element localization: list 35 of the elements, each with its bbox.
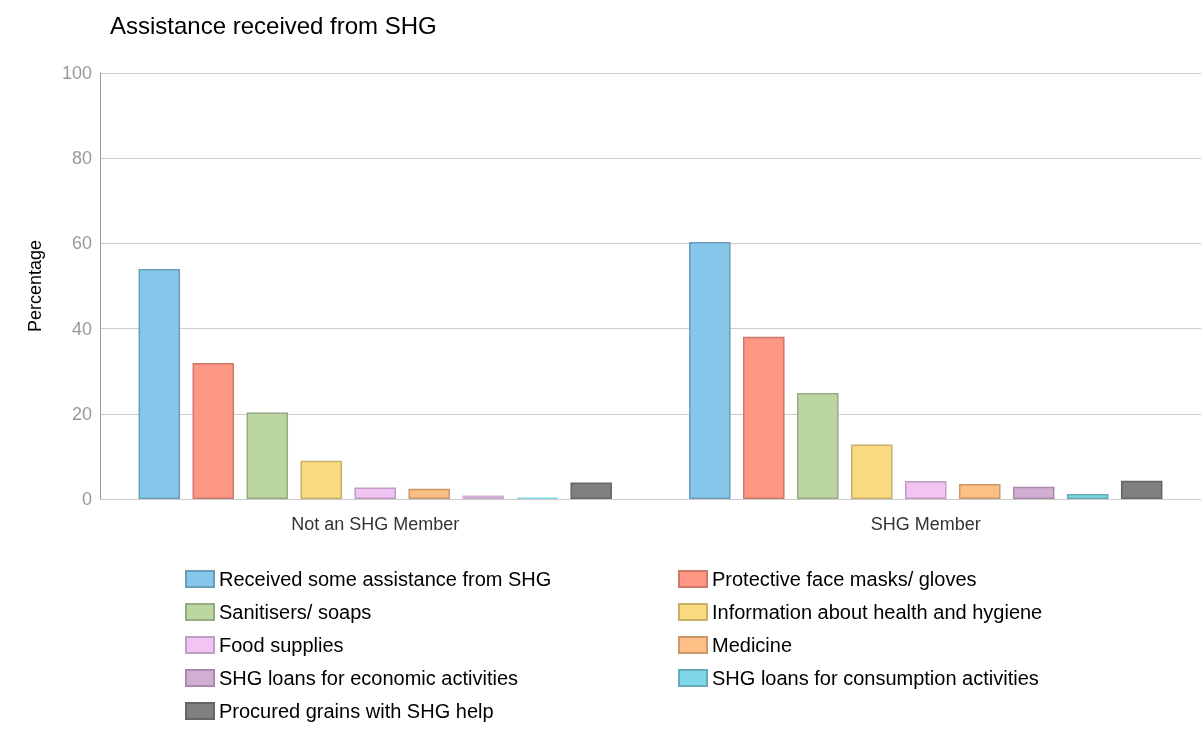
- bar: [743, 336, 785, 499]
- x-tick-label: SHG Member: [870, 514, 981, 534]
- bar: [570, 482, 612, 499]
- legend-label: Medicine: [712, 634, 793, 656]
- chart-title: Assistance received from SHG: [110, 11, 437, 39]
- legend-label: Food supplies: [219, 634, 344, 656]
- bar: [1066, 493, 1109, 499]
- y-tick-label: 20: [71, 403, 92, 424]
- legend-label: Information about health and hygiene: [712, 601, 1043, 623]
- legend-label: SHG loans for consumption activities: [712, 667, 1039, 689]
- bar: [797, 392, 839, 499]
- bar: [904, 481, 947, 499]
- y-tick-label: 80: [71, 148, 92, 169]
- y-axis-title: Percentage: [25, 239, 45, 333]
- y-tick-label: 60: [71, 233, 92, 254]
- bar: [1120, 480, 1163, 499]
- legend-label: Protective face masks/ gloves: [712, 568, 977, 590]
- legend-label: Received some assistance from SHG: [219, 568, 552, 590]
- legend-label: Sanitisers/ soaps: [219, 601, 372, 623]
- bar: [851, 444, 893, 499]
- bar: [689, 242, 731, 499]
- bar: [138, 268, 181, 499]
- bar: [354, 487, 397, 499]
- bar: [1012, 486, 1055, 499]
- bar: [958, 484, 1001, 499]
- bar: [246, 412, 289, 499]
- x-tick-label: Not an SHG Member: [291, 514, 460, 534]
- bar: [300, 460, 343, 499]
- bar: [408, 488, 450, 499]
- y-tick-label: 0: [81, 489, 92, 509]
- bar: [192, 363, 235, 499]
- legend-label: Procured grains with SHG help: [219, 700, 494, 722]
- y-tick-label: 40: [71, 318, 92, 339]
- legend-label: SHG loans for economic activities: [219, 667, 519, 689]
- y-tick-label: 100: [61, 63, 92, 83]
